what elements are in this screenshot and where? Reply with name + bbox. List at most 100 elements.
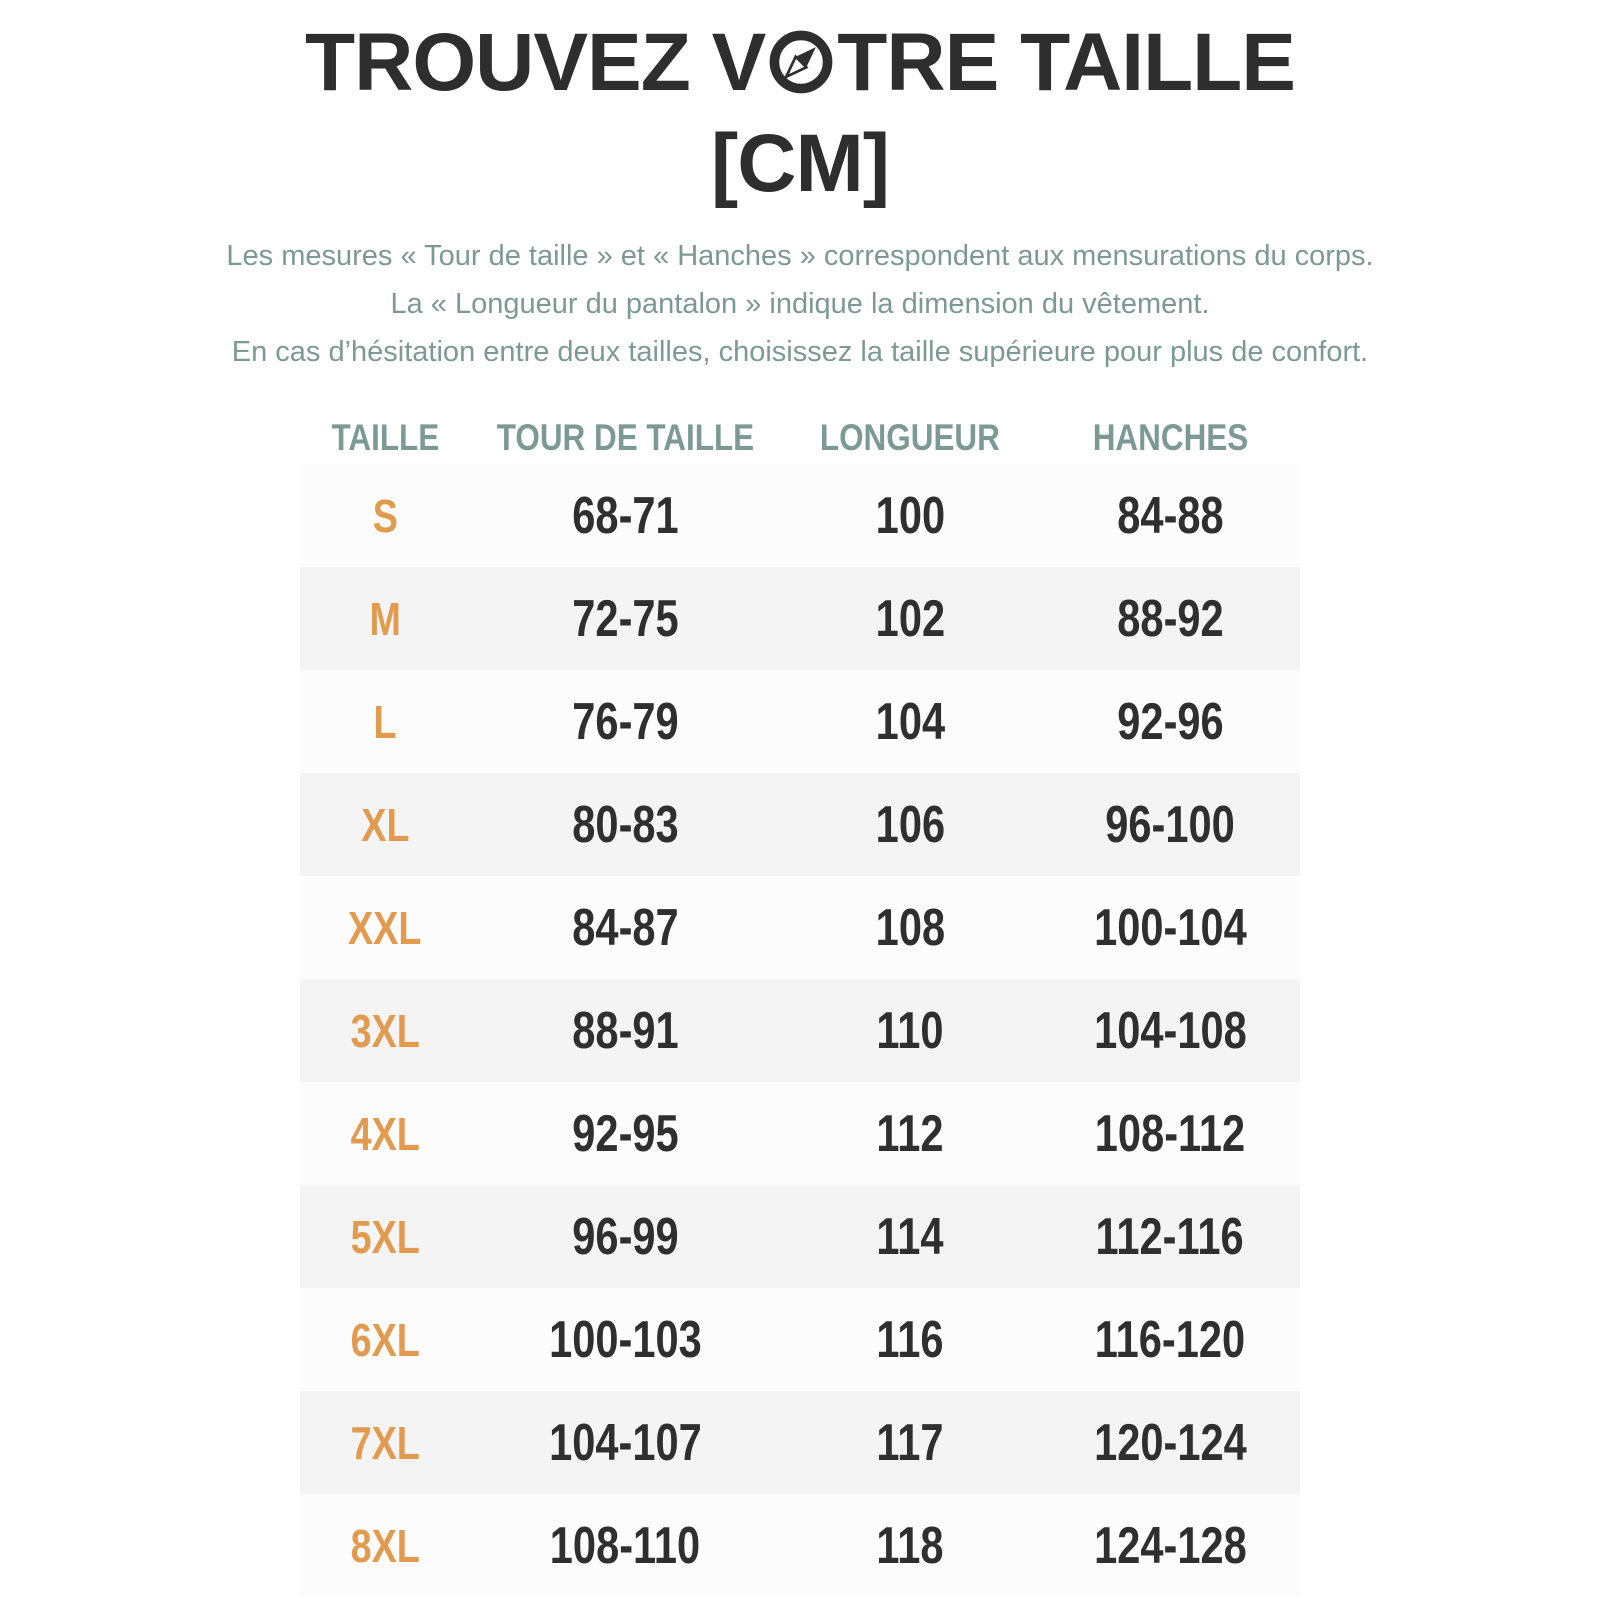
- size-label: 6XL: [350, 1313, 420, 1366]
- table-cell-waist: 100-103: [470, 1288, 780, 1391]
- table-cell-size: M: [300, 567, 470, 670]
- table-cell-hips: 124-128: [1040, 1494, 1300, 1597]
- waist-value: 80-83: [571, 795, 679, 854]
- title-text-right: TRE TAILLE: [837, 17, 1296, 108]
- table-cell-waist: 108-110: [470, 1494, 780, 1597]
- hips-value: 116-120: [1094, 1310, 1246, 1369]
- table-cell-hips: 108-112: [1040, 1082, 1300, 1185]
- table-row: 4XL 92-95 112 108-112: [300, 1082, 1300, 1185]
- length-value: 106: [875, 795, 945, 854]
- size-label: 3XL: [350, 1004, 420, 1057]
- table-cell-length: 118: [780, 1494, 1040, 1597]
- table-cell-size: S: [300, 464, 470, 567]
- title-text-left: TROUVEZ V: [305, 17, 766, 108]
- table-row: 5XL 96-99 114 112-116: [300, 1185, 1300, 1288]
- length-value: 118: [876, 1516, 944, 1575]
- length-value: 104: [875, 692, 945, 751]
- header-tour-de-taille: TOUR DE TAILLE: [470, 417, 780, 459]
- header-taille-label: TAILLE: [331, 417, 439, 458]
- header-longueur: LONGUEUR: [780, 417, 1040, 459]
- table-cell-waist: 88-91: [470, 979, 780, 1082]
- table-cell-waist: 72-75: [470, 567, 780, 670]
- table-cell-waist: 84-87: [470, 876, 780, 979]
- table-cell-hips: 88-92: [1040, 567, 1300, 670]
- waist-value: 108-110: [549, 1516, 701, 1575]
- table-cell-hips: 120-124: [1040, 1391, 1300, 1494]
- hips-value: 84-88: [1116, 486, 1224, 545]
- length-value: 102: [875, 589, 945, 648]
- table-cell-length: 110: [780, 979, 1040, 1082]
- compass-icon: [769, 30, 833, 94]
- header-tour-de-taille-label: TOUR DE TAILLE: [496, 417, 754, 458]
- length-value: 114: [876, 1207, 944, 1266]
- table-header-row: TAILLE TOUR DE TAILLE LONGUEUR HANCHES: [300, 412, 1300, 464]
- table-row: 3XL 88-91 110 104-108: [300, 979, 1300, 1082]
- table-cell-size: L: [300, 670, 470, 773]
- table-cell-hips: 84-88: [1040, 464, 1300, 567]
- description-line: La « Longueur du pantalon » indique la d…: [390, 288, 1210, 320]
- page-title: TROUVEZ V TRE TAILLE: [0, 16, 1600, 110]
- table-row: L 76-79 104 92-96: [300, 670, 1300, 773]
- size-label: 7XL: [350, 1416, 420, 1469]
- hips-value: 120-124: [1093, 1413, 1247, 1472]
- table-row: XXL 84-87 108 100-104: [300, 876, 1300, 979]
- hips-value: 108-112: [1094, 1104, 1246, 1163]
- table-cell-hips: 100-104: [1040, 876, 1300, 979]
- waist-value: 92-95: [571, 1104, 679, 1163]
- unit-subtitle: [CM]: [710, 118, 890, 209]
- table-cell-size: 4XL: [300, 1082, 470, 1185]
- table-cell-length: 104: [780, 670, 1040, 773]
- waist-value: 76-79: [571, 692, 679, 751]
- table-cell-hips: 112-116: [1040, 1185, 1300, 1288]
- hips-value: 104-108: [1093, 1001, 1247, 1060]
- size-label: L: [373, 695, 397, 748]
- size-label: 4XL: [350, 1107, 420, 1160]
- table-cell-size: XL: [300, 773, 470, 876]
- table-cell-hips: 92-96: [1040, 670, 1300, 773]
- waist-value: 96-99: [571, 1207, 679, 1266]
- hips-value: 88-92: [1116, 589, 1224, 648]
- hips-value: 100-104: [1093, 898, 1247, 957]
- hips-value: 96-100: [1105, 795, 1235, 854]
- size-label: S: [372, 489, 398, 542]
- length-value: 108: [875, 898, 945, 957]
- size-label: 5XL: [350, 1210, 420, 1263]
- table-cell-hips: 96-100: [1040, 773, 1300, 876]
- table-row: 7XL 104-107 117 120-124: [300, 1391, 1300, 1494]
- size-label: XXL: [348, 901, 422, 954]
- hips-value: 92-96: [1116, 692, 1224, 751]
- table-cell-length: 116: [780, 1288, 1040, 1391]
- description-line: Les mesures « Tour de taille » et « Hanc…: [226, 240, 1374, 272]
- waist-value: 104-107: [548, 1413, 702, 1472]
- table-cell-waist: 92-95: [470, 1082, 780, 1185]
- description-block: Les mesures « Tour de taille » et « Hanc…: [0, 232, 1600, 376]
- length-value: 112: [876, 1104, 944, 1163]
- table-cell-waist: 104-107: [470, 1391, 780, 1494]
- waist-value: 88-91: [571, 1001, 679, 1060]
- table-cell-size: 6XL: [300, 1288, 470, 1391]
- size-table: TAILLE TOUR DE TAILLE LONGUEUR HANCHES S…: [300, 412, 1300, 1597]
- table-cell-hips: 104-108: [1040, 979, 1300, 1082]
- header-hanches-label: HANCHES: [1092, 417, 1248, 458]
- header: TROUVEZ V TRE TAILLE [CM]: [0, 16, 1600, 210]
- length-value: 117: [876, 1413, 944, 1472]
- size-label: M: [369, 592, 401, 645]
- table-cell-size: 8XL: [300, 1494, 470, 1597]
- table-cell-size: 5XL: [300, 1185, 470, 1288]
- table-cell-size: XXL: [300, 876, 470, 979]
- table-cell-hips: 116-120: [1040, 1288, 1300, 1391]
- header-longueur-label: LONGUEUR: [820, 417, 1000, 458]
- table-row: M 72-75 102 88-92: [300, 567, 1300, 670]
- table-cell-length: 114: [780, 1185, 1040, 1288]
- table-cell-length: 108: [780, 876, 1040, 979]
- table-row: 6XL 100-103 116 116-120: [300, 1288, 1300, 1391]
- table-cell-length: 117: [780, 1391, 1040, 1494]
- table-cell-waist: 68-71: [470, 464, 780, 567]
- table-cell-length: 106: [780, 773, 1040, 876]
- size-label: 8XL: [350, 1519, 420, 1572]
- table-cell-length: 112: [780, 1082, 1040, 1185]
- table-cell-waist: 96-99: [470, 1185, 780, 1288]
- hips-value: 112-116: [1095, 1207, 1245, 1266]
- table-cell-length: 100: [780, 464, 1040, 567]
